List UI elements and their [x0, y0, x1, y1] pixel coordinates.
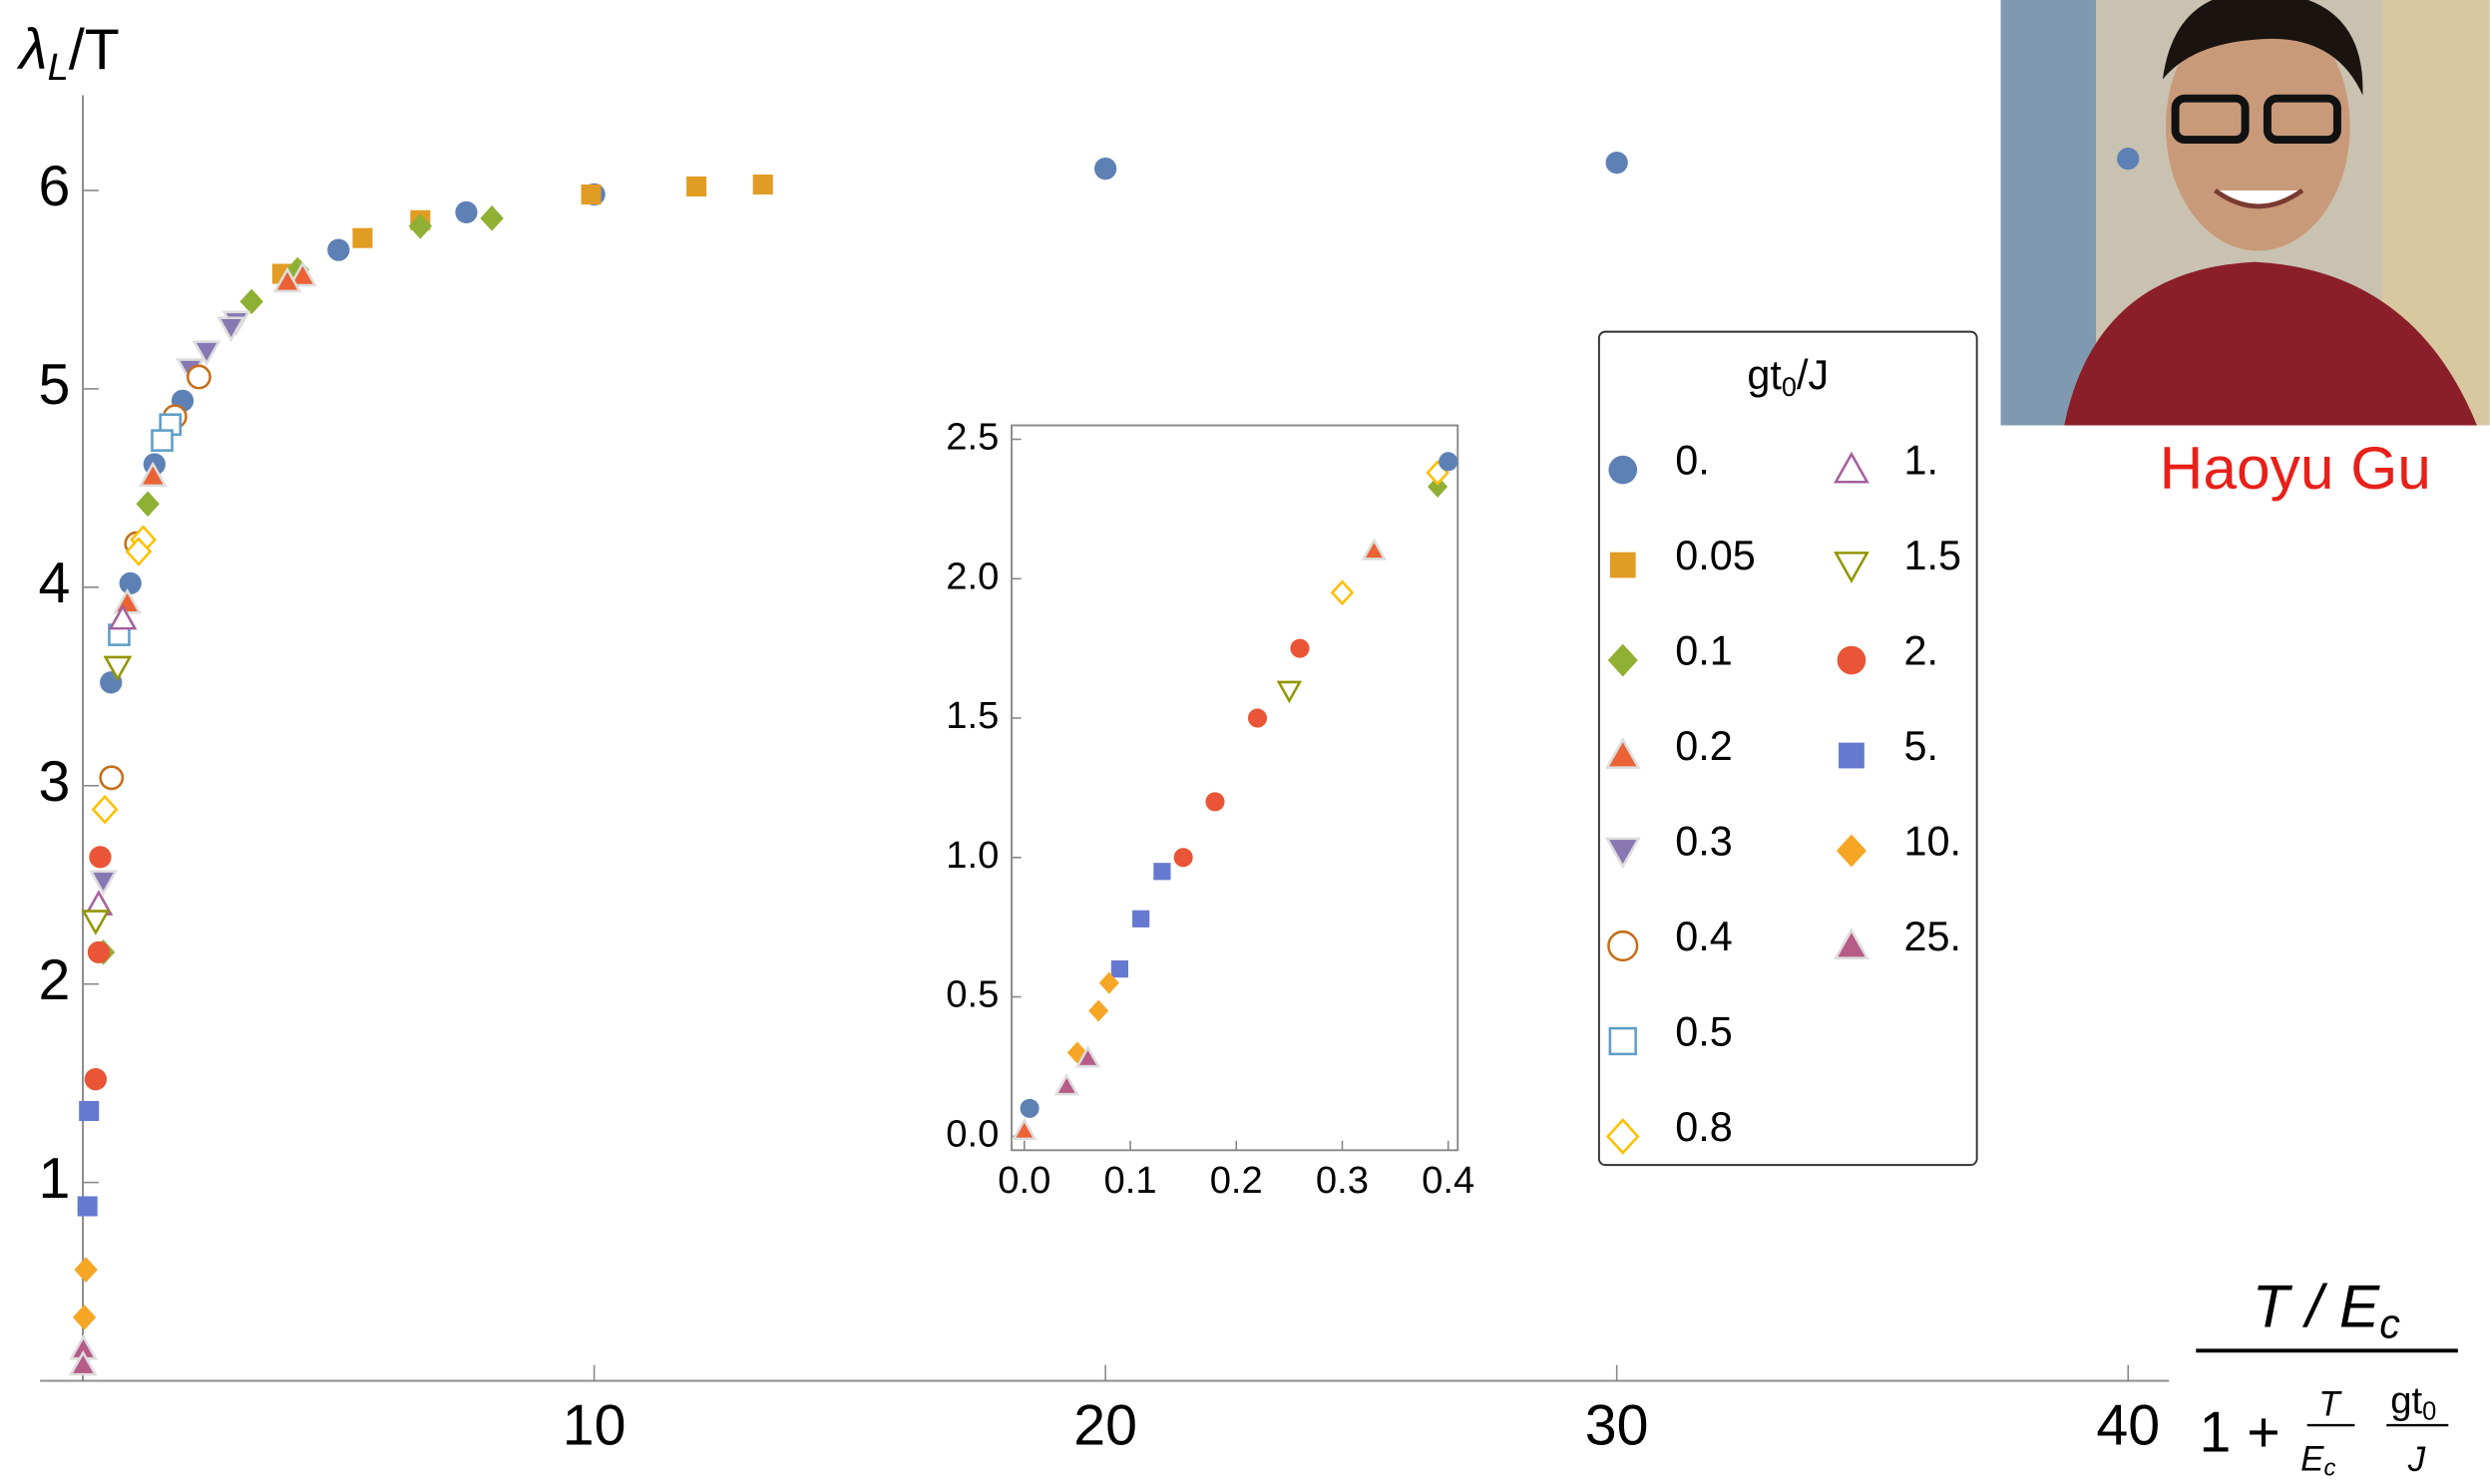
point [2117, 148, 2139, 170]
point [188, 366, 209, 388]
y-tick-label: 1.5 [946, 694, 999, 737]
point [79, 1101, 99, 1121]
y-tick-label: 0.0 [946, 1112, 999, 1155]
point [753, 175, 773, 194]
y-tick-label: 2.0 [946, 555, 999, 597]
legend-label: 2. [1903, 628, 1938, 674]
svg-text:T / Ec: T / Ec [2253, 1273, 2401, 1347]
plot-frame [1012, 426, 1457, 1151]
point [1248, 708, 1267, 727]
legend-label: 10. [1903, 819, 1961, 865]
y-tick-label: 2.5 [946, 416, 999, 459]
point [1606, 152, 1628, 174]
x-tick-label: 40 [2096, 1393, 2160, 1457]
legend-marker [1608, 456, 1637, 485]
point [152, 431, 172, 451]
point [120, 572, 142, 594]
x-tick-label: 0.0 [998, 1159, 1050, 1202]
point [582, 185, 602, 204]
point [101, 767, 123, 789]
legend-marker [1610, 553, 1636, 578]
y-tick-label: 4 [38, 552, 70, 615]
legend-label: 0.2 [1675, 723, 1733, 769]
point [89, 846, 111, 868]
point [73, 1304, 96, 1330]
y-tick-label: 1.0 [946, 834, 999, 877]
svg-text:1 +: 1 + [2199, 1400, 2280, 1464]
x-axis-label: T / Ec 1 + T Ec gt0 J [2196, 1273, 2458, 1482]
legend-marker [1608, 931, 1637, 960]
point [686, 177, 706, 196]
point [480, 205, 503, 231]
legend-label: 1. [1903, 438, 1938, 484]
legend-label: 1.5 [1903, 533, 1961, 578]
point [84, 912, 109, 933]
point [78, 1196, 98, 1216]
point [74, 1257, 97, 1283]
point [1132, 911, 1149, 928]
photo-caption: Haoyu Gu [2160, 434, 2431, 502]
point [1174, 848, 1193, 867]
y-tick-label: 5 [38, 353, 70, 417]
x-tick-label: 10 [563, 1393, 626, 1457]
y-tick-label: 0.5 [946, 973, 999, 1016]
point [1205, 792, 1224, 811]
point [352, 228, 372, 248]
svg-text:T: T [2318, 1384, 2342, 1423]
point [93, 797, 116, 823]
page: Haoyu Gu λL/T T / Ec 1 + T Ec gt0 J gt0/… [0, 0, 2490, 1484]
legend-marker [1610, 1028, 1636, 1054]
legend-label: 0.1 [1675, 628, 1733, 674]
svg-text:J: J [2407, 1440, 2426, 1479]
legend-label: 0. [1675, 438, 1710, 484]
photo [2001, 0, 2490, 426]
svg-text:Ec: Ec [2300, 1440, 2335, 1482]
legend-marker [1838, 646, 1867, 675]
point [1111, 960, 1128, 977]
legend-label: 5. [1903, 723, 1938, 769]
legend-label: 0.4 [1675, 914, 1733, 959]
point [136, 491, 159, 517]
point [88, 941, 110, 963]
point [1153, 863, 1170, 880]
point [1439, 452, 1457, 471]
x-tick-label: 0.4 [1422, 1159, 1474, 1202]
legend-label: 0.8 [1675, 1104, 1733, 1150]
legend-label: 25. [1903, 914, 1961, 959]
x-tick-label: 0.1 [1103, 1159, 1156, 1202]
point [1021, 1099, 1039, 1118]
point [240, 289, 263, 315]
y-tick-label: 3 [38, 750, 70, 814]
legend-label: 0.3 [1675, 819, 1733, 865]
point [85, 1068, 107, 1090]
y-tick-label: 6 [38, 155, 70, 218]
x-tick-label: 30 [1585, 1393, 1649, 1457]
point [1290, 639, 1309, 658]
point [115, 590, 140, 612]
svg-text:gt0: gt0 [2390, 1379, 2436, 1425]
x-tick-label: 20 [1073, 1393, 1137, 1457]
y-tick-label: 2 [38, 948, 70, 1012]
legend-label: 0.05 [1675, 533, 1756, 578]
point [455, 201, 477, 223]
x-tick-label: 0.2 [1210, 1159, 1263, 1202]
point [91, 872, 116, 894]
x-tick-label: 0.3 [1316, 1159, 1369, 1202]
legend-marker [1839, 743, 1865, 769]
y-tick-label: 1 [38, 1147, 70, 1211]
point [1094, 158, 1116, 180]
legend-label: 0.5 [1675, 1009, 1733, 1055]
y-axis-label: λL/T [16, 18, 119, 89]
point [327, 239, 349, 261]
